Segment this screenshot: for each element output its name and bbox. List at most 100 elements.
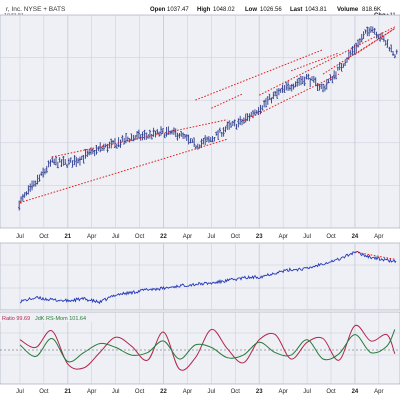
rs-trend-line [354, 251, 395, 260]
x-tick-label: 24 [352, 234, 359, 240]
price-bar [393, 54, 397, 59]
price-bar [32, 180, 35, 187]
price-bar [218, 127, 222, 133]
price-bar [152, 127, 155, 137]
price-bar [169, 130, 172, 135]
rrg-legend-bg [0, 313, 92, 322]
x-tick-label: Oct [326, 234, 336, 240]
x-tick-label: 21 [64, 234, 71, 240]
price-bar [82, 155, 85, 164]
rrg-legend-momentum: JdK RS-Mom 101.64 [35, 316, 86, 322]
x-tick-label: Jul [303, 234, 311, 240]
price-bar [255, 110, 258, 115]
high-label: High [197, 7, 211, 13]
open-value: 1037.47 [167, 7, 189, 13]
price-bar [344, 60, 347, 66]
price-bar [34, 180, 37, 187]
rrg-legend-ratio: Ratio 99.69 [2, 316, 30, 322]
x-tick-label: Oct [39, 234, 49, 240]
price-bar [316, 83, 319, 91]
price-bar [272, 91, 275, 100]
price-bar [121, 135, 124, 142]
price-bar [191, 138, 194, 144]
price-bar [340, 62, 343, 72]
price-bar [93, 149, 96, 157]
price-bar [388, 46, 391, 52]
x-tick-label: Jul [16, 234, 24, 240]
price-bar [390, 44, 393, 53]
price-panel [0, 14, 400, 229]
price-bar [375, 31, 378, 39]
price-bar [200, 138, 203, 148]
last-value: 1043.81 [305, 7, 327, 13]
x-tick-label-bottom: 23 [256, 389, 263, 395]
price-bar [38, 174, 41, 182]
price-bar [141, 131, 144, 141]
price-bars-layer [18, 26, 398, 211]
price-bar [205, 136, 209, 142]
price-bar [163, 133, 166, 139]
price-bar [250, 111, 253, 117]
price-bar [209, 137, 212, 142]
price-bar [235, 123, 238, 130]
price-bar [53, 158, 56, 165]
price-bar [65, 163, 69, 168]
price-bar [45, 165, 48, 174]
x-tick-label-bottom: 22 [160, 389, 167, 395]
chart-title: r, Inc. NYSE + BATS [6, 6, 66, 13]
trend-line [51, 119, 228, 158]
price-bar [216, 130, 220, 141]
x-axis-layer: Jul Jul Oct Oct 21 21 Apr Apr Jul Jul Oct Oct 22 22 Ap… [16, 234, 383, 395]
price-bar [213, 136, 216, 142]
price-bar [88, 148, 91, 156]
price-bar [62, 156, 65, 166]
price-bar [95, 144, 98, 155]
price-bar [349, 50, 352, 57]
price-bar [356, 39, 360, 48]
price-bar [325, 79, 328, 90]
price-bar [270, 97, 273, 104]
price-bar [358, 38, 362, 45]
price-bar [290, 83, 293, 92]
price-bar [351, 46, 354, 56]
last-label: Last [290, 7, 302, 13]
price-bar [91, 148, 94, 155]
price-bar [183, 134, 187, 139]
x-tick-label: Jul [208, 234, 216, 240]
price-bar [231, 120, 234, 126]
x-tick-label: Jul [112, 234, 120, 240]
price-bar [244, 113, 247, 123]
price-bar [215, 131, 218, 136]
price-bar [176, 132, 179, 141]
price-bar [23, 192, 26, 198]
x-tick-label-bottom: Apr [278, 389, 287, 395]
price-bar [320, 83, 323, 90]
price-bar [288, 85, 292, 91]
price-bar [172, 127, 175, 135]
price-bar [139, 134, 142, 141]
price-bar [36, 174, 39, 185]
price-bar [115, 143, 118, 149]
x-tick-label-bottom: 21 [64, 389, 71, 395]
price-bar [110, 138, 113, 149]
price-bar [368, 27, 371, 37]
price-bar [18, 200, 21, 211]
price-bar [27, 185, 30, 195]
price-bar [239, 115, 242, 126]
price-bar [71, 160, 74, 168]
price-bar [327, 78, 330, 84]
x-tick-label-bottom: Jul [303, 389, 311, 395]
x-tick-label-bottom: Apr [87, 389, 96, 395]
price-bar [237, 118, 240, 128]
price-bar [167, 126, 170, 135]
price-bar [150, 133, 153, 140]
price-bar [21, 193, 24, 202]
x-tick-label: Oct [231, 234, 241, 240]
price-bar [321, 83, 325, 93]
low-label: Low [245, 7, 257, 13]
x-tick-label: Apr [374, 234, 383, 240]
price-bar [119, 139, 122, 148]
price-bar [137, 129, 140, 139]
price-bar [128, 137, 131, 143]
price-bar [248, 113, 251, 122]
